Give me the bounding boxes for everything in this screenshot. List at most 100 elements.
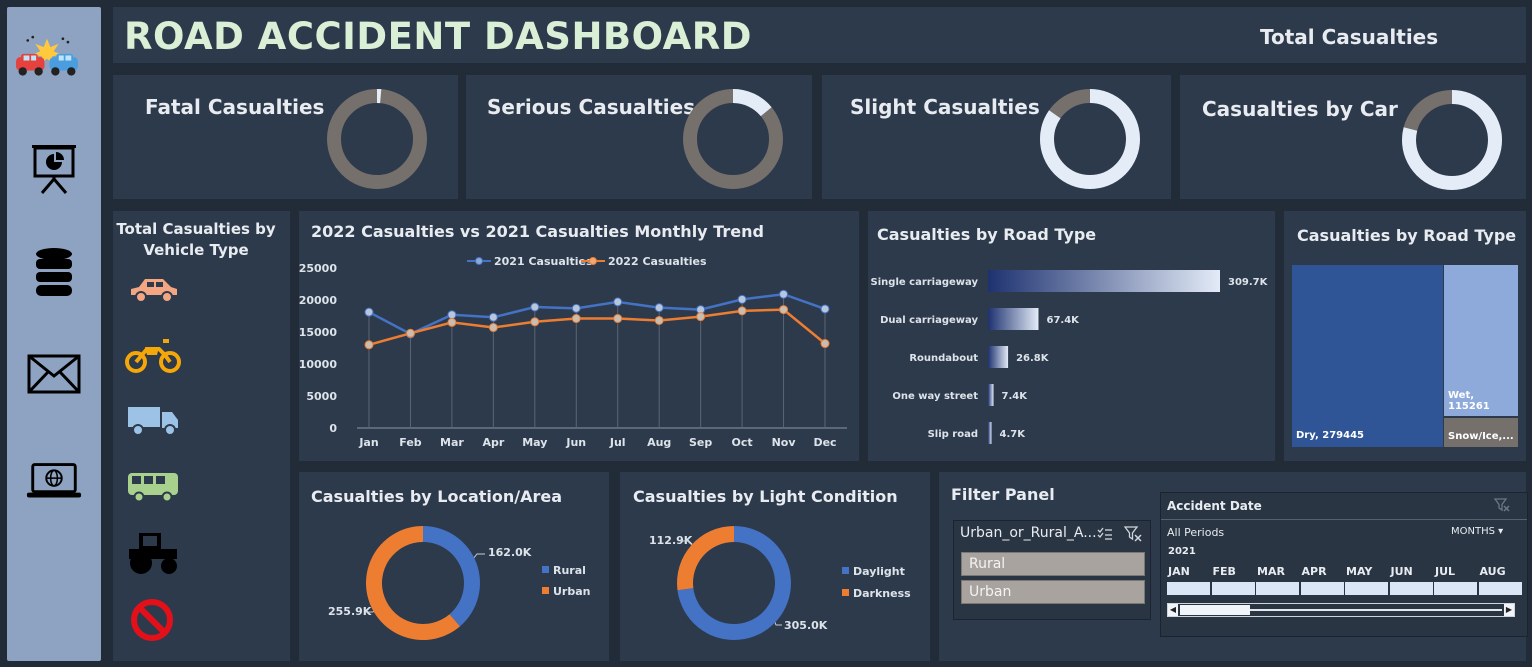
bar[interactable]	[988, 384, 994, 406]
filter-panel: Filter Panel Urban_or_Rural_A... Rural U…	[939, 472, 1528, 661]
bus-icon[interactable]	[126, 471, 180, 503]
date-range-scrollbar[interactable]: ◀ ▶	[1167, 603, 1515, 617]
truck-icon[interactable]	[126, 404, 180, 436]
car-icon[interactable]	[127, 275, 179, 305]
bar[interactable]	[988, 308, 1039, 330]
legend-2022: 2022 Casualties	[608, 255, 707, 268]
data-point[interactable]	[364, 340, 374, 350]
laptop-globe-icon[interactable]	[25, 453, 83, 511]
data-point[interactable]	[447, 317, 457, 327]
data-point[interactable]	[530, 317, 540, 327]
kpi-donut	[1402, 90, 1502, 190]
month-cell[interactable]	[1345, 582, 1388, 595]
bar[interactable]	[988, 346, 1009, 368]
x-tick-label: Mar	[440, 436, 464, 449]
clear-filter-icon[interactable]	[1124, 526, 1142, 542]
data-point[interactable]	[571, 314, 581, 324]
light-donut-chart[interactable]: 112.9K 305.0K Daylight Darkness	[620, 472, 930, 661]
filter-title: Filter Panel	[951, 485, 1055, 504]
monthly-trend-chart[interactable]: 2021 Casualties 2022 Casualties 0 5000 100…	[299, 211, 859, 461]
location-donut-chart[interactable]: 162.0K 255.9K Rural Urban	[299, 472, 609, 661]
data-point[interactable]	[696, 312, 706, 322]
donut-slice[interactable]	[423, 526, 480, 627]
month-cell[interactable]	[1389, 582, 1433, 595]
data-point[interactable]	[488, 323, 498, 333]
data-point[interactable]	[613, 314, 623, 324]
kpi-card-fatal[interactable]: Fatal Casualties	[113, 75, 458, 199]
mail-icon[interactable]	[25, 345, 83, 403]
data-point[interactable]	[364, 307, 374, 317]
data-point[interactable]	[779, 305, 789, 315]
bar[interactable]	[988, 422, 992, 444]
data-point[interactable]	[737, 306, 747, 316]
donut-slice[interactable]	[366, 526, 460, 640]
slicer-item-urban[interactable]: Urban	[961, 580, 1145, 604]
vehicle-type-panel: Total Casualties by Vehicle Type	[113, 211, 290, 661]
data-point[interactable]	[488, 312, 498, 322]
month-cell[interactable]	[1478, 582, 1522, 595]
sidebar	[7, 7, 101, 661]
month-cell[interactable]	[1211, 582, 1255, 595]
divider	[1161, 519, 1527, 520]
scroll-left-icon[interactable]: ◀	[1168, 604, 1178, 616]
presentation-chart-icon[interactable]	[25, 139, 83, 197]
month-label: FEB	[1212, 565, 1236, 578]
tractor-icon[interactable]	[125, 531, 181, 575]
treemap-tile-wet[interactable]: Wet, 115261	[1444, 265, 1518, 416]
month-cell[interactable]	[1300, 582, 1344, 595]
month-cell[interactable]	[1256, 582, 1299, 595]
x-tick-label: May	[522, 436, 547, 449]
kpi-card-car[interactable]: Casualties by Car	[1180, 75, 1526, 199]
slicer-item-rural[interactable]: Rural	[961, 552, 1145, 576]
kpi-card-serious[interactable]: Serious Casualties	[466, 75, 812, 199]
bar-value-label: 67.4K	[1046, 315, 1080, 326]
month-label: AUG	[1479, 565, 1506, 578]
bar[interactable]	[988, 270, 1220, 292]
database-icon[interactable]	[25, 243, 83, 301]
road-type-bar-chart[interactable]: Single carriageway 309.7K Dual carriageway…	[868, 211, 1275, 461]
road-surface-treemap-panel: Casualties by Road Type Dry, 279445 Wet,…	[1284, 211, 1526, 461]
month-label: JUN	[1390, 565, 1413, 578]
kpi-card-slight[interactable]: Slight Casualties	[822, 75, 1171, 199]
month-cell[interactable]	[1434, 582, 1477, 595]
bar-category-label: Roundabout	[909, 353, 978, 364]
treemap-tile-dry[interactable]: Dry, 279445	[1292, 265, 1443, 447]
data-point[interactable]	[530, 302, 540, 312]
y-tick-label: 5000	[306, 390, 337, 403]
data-point[interactable]	[654, 303, 664, 313]
legend-2021: 2021 Casualties	[494, 255, 593, 268]
select-all-icon[interactable]	[1097, 527, 1113, 541]
clear-filter-icon[interactable]	[1494, 498, 1510, 513]
header-bar: ROAD ACCIDENT DASHBOARD Total Casualties	[113, 7, 1526, 63]
scroll-right-icon[interactable]: ▶	[1504, 604, 1514, 616]
month-label: APR	[1301, 565, 1327, 578]
period-granularity-dropdown[interactable]: MONTHS ▾	[1451, 526, 1503, 537]
data-point[interactable]	[820, 304, 830, 314]
tile-label: Wet, 115261	[1448, 390, 1490, 412]
no-entry-icon[interactable]	[129, 597, 175, 643]
data-point[interactable]	[737, 294, 747, 304]
series-line-2021	[368, 292, 826, 336]
total-casualties-label: Total Casualties	[1260, 25, 1439, 49]
data-point[interactable]	[613, 297, 623, 307]
page-title: ROAD ACCIDENT DASHBOARD	[124, 15, 752, 58]
road-type-bar-panel: Casualties by Road Type Single carriagew…	[868, 211, 1275, 461]
y-tick-label: 10000	[299, 358, 337, 371]
data-point[interactable]	[571, 303, 581, 313]
donut-slice[interactable]	[677, 526, 734, 591]
data-point[interactable]	[779, 289, 789, 299]
data-point[interactable]	[447, 310, 457, 320]
data-point[interactable]	[820, 339, 830, 349]
month-label: JAN	[1168, 565, 1190, 578]
data-point[interactable]	[405, 328, 415, 338]
motorcycle-icon[interactable]	[125, 337, 181, 373]
data-point[interactable]	[654, 315, 664, 325]
scroll-thumb[interactable]	[1180, 605, 1250, 615]
car-crash-icon[interactable]	[16, 29, 83, 87]
light-title: Casualties by Light Condition	[633, 487, 898, 506]
rural-value-label: 162.0K	[488, 546, 532, 559]
x-tick-label: Jun	[565, 436, 586, 449]
treemap-tile-snow[interactable]: Snow/Ice,...	[1444, 418, 1518, 447]
chevron-down-icon: ▾	[1498, 526, 1504, 537]
month-cell[interactable]	[1167, 582, 1210, 595]
